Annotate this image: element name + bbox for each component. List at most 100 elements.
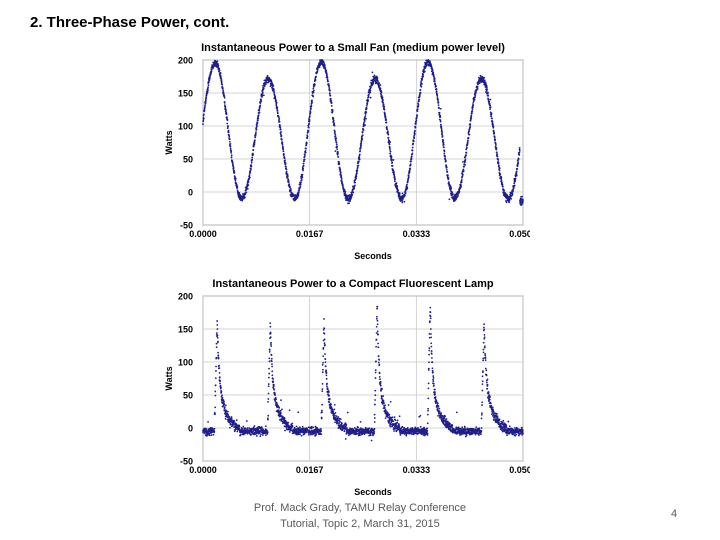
data-point (412, 142, 414, 145)
data-point (246, 187, 249, 190)
data-point (488, 101, 491, 103)
data-point (343, 430, 346, 432)
data-point (373, 413, 376, 416)
data-point (369, 89, 372, 92)
data-point (212, 433, 215, 436)
data-point (238, 425, 241, 428)
data-point (229, 145, 232, 148)
data-point (361, 131, 364, 133)
data-point (375, 317, 378, 320)
data-point (475, 89, 478, 92)
data-point (283, 425, 286, 428)
data-point (245, 191, 248, 194)
data-point (284, 159, 286, 162)
data-point (459, 429, 461, 432)
data-point (336, 148, 339, 151)
data-point (229, 426, 231, 429)
data-point (326, 76, 329, 79)
data-point (284, 429, 286, 432)
data-point (410, 433, 413, 435)
data-point (377, 346, 380, 349)
data-point (374, 399, 376, 401)
data-point (323, 318, 325, 320)
x-tick-label: 0.0500 (509, 229, 530, 239)
data-point (375, 325, 378, 328)
data-point (398, 423, 400, 426)
data-point (357, 164, 360, 167)
x-tick-label: 0.0500 (509, 465, 530, 475)
data-point (496, 155, 499, 158)
data-point (463, 165, 465, 168)
data-point (401, 199, 404, 202)
data-point (225, 116, 228, 119)
data-point (391, 164, 394, 167)
data-point (437, 405, 440, 408)
data-point (267, 401, 269, 403)
data-point (465, 154, 467, 156)
data-point (340, 422, 343, 425)
data-point (476, 86, 479, 88)
data-point (389, 425, 392, 428)
data-point (442, 139, 445, 142)
data-point (204, 101, 207, 104)
data-point (377, 333, 379, 336)
data-point (441, 132, 443, 135)
data-point (308, 115, 311, 118)
data-point (263, 85, 266, 88)
data-point (474, 92, 477, 95)
data-point (241, 199, 244, 202)
data-point (483, 346, 486, 349)
data-point (416, 108, 419, 110)
data-point (445, 418, 448, 420)
data-point (489, 395, 491, 398)
data-point (417, 103, 420, 106)
data-point (445, 160, 447, 163)
data-point (283, 157, 286, 160)
data-point (260, 98, 262, 101)
data-point (270, 357, 273, 360)
data-point (419, 425, 422, 428)
data-point (444, 155, 447, 158)
data-point (431, 367, 434, 370)
data-point (415, 117, 418, 120)
data-point (480, 413, 483, 416)
data-point (485, 381, 488, 384)
data-point (417, 427, 419, 429)
data-point (244, 427, 247, 430)
data-point (328, 394, 331, 397)
data-point (300, 434, 303, 437)
data-point (215, 346, 218, 349)
data-point (413, 137, 416, 140)
data-point (498, 164, 500, 167)
data-point (229, 142, 232, 145)
data-point (460, 180, 463, 183)
data-point (376, 330, 379, 333)
cfl-power-chart-svg: Instantaneous Power to a Compact Fluores… (164, 278, 530, 497)
data-point (316, 68, 319, 71)
data-point (468, 130, 471, 133)
data-point (450, 187, 453, 190)
data-point (458, 191, 461, 194)
data-point (491, 121, 494, 124)
data-point (253, 433, 256, 436)
data-point (388, 143, 391, 146)
data-point (327, 80, 329, 83)
data-point (508, 201, 511, 204)
x-tick-label: 0.0167 (296, 465, 324, 475)
data-point (378, 363, 381, 366)
data-point (420, 83, 423, 85)
data-point (476, 87, 479, 90)
data-point (387, 133, 390, 136)
data-point (421, 78, 424, 81)
data-point (471, 112, 473, 115)
data-point (483, 328, 486, 331)
data-point (363, 119, 366, 122)
data-point (487, 391, 490, 394)
data-point (210, 70, 213, 72)
data-point (354, 184, 356, 187)
data-point (357, 426, 360, 429)
data-point (253, 139, 256, 142)
data-point (379, 382, 382, 385)
data-point (375, 345, 378, 348)
data-point (312, 89, 315, 92)
